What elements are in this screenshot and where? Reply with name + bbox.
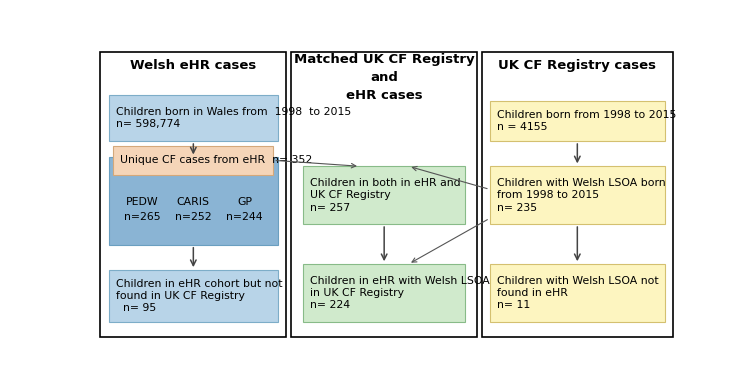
Text: Children with Welsh LSOA born
from 1998 to 2015
n= 235: Children with Welsh LSOA born from 1998 … <box>497 178 666 213</box>
FancyBboxPatch shape <box>108 157 278 245</box>
Text: Children in eHR cohort but not
found in UK CF Registry
  n= 95: Children in eHR cohort but not found in … <box>116 279 282 313</box>
Text: n=265: n=265 <box>124 212 161 222</box>
Text: UK CF Registry cases: UK CF Registry cases <box>498 59 657 72</box>
Text: Children with Welsh LSOA not
found in eHR
n= 11: Children with Welsh LSOA not found in eH… <box>497 276 658 310</box>
FancyBboxPatch shape <box>100 52 285 337</box>
FancyBboxPatch shape <box>489 166 665 224</box>
Text: Children born from 1998 to 2015
n = 4155: Children born from 1998 to 2015 n = 4155 <box>497 110 676 132</box>
Text: Children in eHR with Welsh LSOA
in UK CF Registry
n= 224: Children in eHR with Welsh LSOA in UK CF… <box>310 276 489 310</box>
Text: PEDW: PEDW <box>127 197 159 207</box>
FancyBboxPatch shape <box>108 270 278 322</box>
Text: Children born in Wales from  1998  to 2015
n= 598,774: Children born in Wales from 1998 to 2015… <box>116 107 351 129</box>
Text: Welsh eHR cases: Welsh eHR cases <box>130 59 256 72</box>
Text: n=252: n=252 <box>175 212 212 222</box>
Text: Unique CF cases from eHR  n= 352: Unique CF cases from eHR n= 352 <box>120 155 312 165</box>
FancyBboxPatch shape <box>303 264 465 322</box>
FancyBboxPatch shape <box>113 146 273 175</box>
FancyBboxPatch shape <box>482 52 673 337</box>
Text: CARIS: CARIS <box>177 197 210 207</box>
FancyBboxPatch shape <box>108 95 278 141</box>
Text: Matched UK CF Registry
and
eHR cases: Matched UK CF Registry and eHR cases <box>294 53 474 102</box>
FancyBboxPatch shape <box>489 264 665 322</box>
FancyBboxPatch shape <box>303 166 465 224</box>
Text: n=244: n=244 <box>227 212 263 222</box>
Text: Children in both in eHR and
UK CF Registry
n= 257: Children in both in eHR and UK CF Regist… <box>310 178 461 213</box>
FancyBboxPatch shape <box>291 52 477 337</box>
FancyBboxPatch shape <box>489 101 665 141</box>
Text: GP: GP <box>237 197 252 207</box>
